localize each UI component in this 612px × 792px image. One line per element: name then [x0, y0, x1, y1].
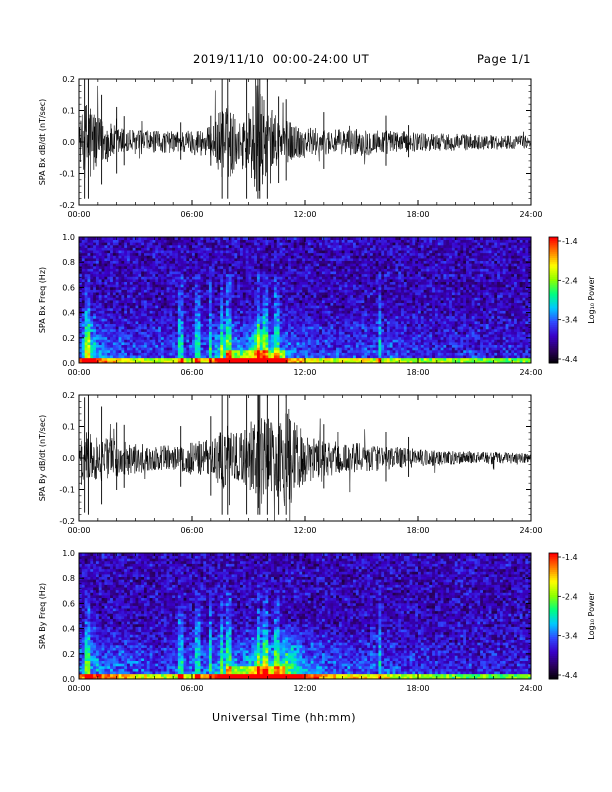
y-tick-label: 0.4: [62, 309, 75, 318]
x-tick-label: 06:00: [180, 684, 203, 693]
colorbar-tick-label: -1.4: [562, 237, 578, 246]
x-tick-label: 12:00: [293, 368, 316, 377]
x-tick-label: 12:00: [293, 684, 316, 693]
x-tick-label: 18:00: [406, 368, 429, 377]
colorbar-tick-label: -3.4: [562, 316, 578, 325]
x-tick-label: 18:00: [406, 526, 429, 535]
y-tick-label: 0.2: [62, 650, 75, 659]
page-title: 2019/11/10 00:00-24:00 UT: [193, 52, 370, 66]
y-tick-label: -0.2: [59, 517, 75, 526]
colorbar-tick-label: -2.4: [562, 592, 578, 601]
y-tick-label: 0.2: [62, 75, 75, 84]
y-tick-label: 0.8: [62, 258, 75, 267]
waveform-trace-by-waveform: [78, 394, 532, 522]
y-tick-label: 0.2: [62, 334, 75, 343]
x-tick-label: 06:00: [180, 210, 203, 219]
y-tick-label: 0.1: [62, 107, 75, 116]
colorbar-label: Log₁₀ Power: [587, 592, 596, 640]
colorbar-by-spectrogram: -1.4 -2.4 -3.4 -4.4 Log₁₀ Power: [548, 552, 596, 680]
spectrogram-image-bx-spectrogram: [79, 237, 532, 364]
colorbar-tick-label: -1.4: [562, 553, 578, 562]
colorbar-frame: [548, 236, 559, 364]
x-axis-title: Universal Time (hh:mm): [212, 711, 356, 724]
x-tick-label: 06:00: [180, 368, 203, 377]
y-tick-label: 0.4: [62, 625, 75, 634]
y-axis-label: SPA By dB/dt (nT/sec): [38, 415, 47, 502]
x-tick-label: 24:00: [519, 210, 542, 219]
y-tick-label: 0.6: [62, 283, 75, 292]
y-tick-label: 0.2: [62, 391, 75, 400]
x-tick-label: 00:00: [67, 684, 90, 693]
x-tick-label: 00:00: [67, 526, 90, 535]
colorbar-frame: [548, 552, 559, 680]
y-tick-label: 0.8: [62, 574, 75, 583]
panel-bx-spectrogram: 00:00 06:00 12:00 18:00 24:00 0.0 0.2 0.4 0.6 0.8…: [38, 233, 543, 377]
colorbar-tick-label: -4.4: [562, 671, 578, 680]
x-tick-label: 06:00: [180, 526, 203, 535]
x-tick-label: 24:00: [519, 684, 542, 693]
y-tick-label: 0.0: [62, 675, 75, 684]
y-axis-label: SPA Bx dB/dt (nT/sec): [38, 99, 47, 186]
panel-by-spectrogram: 00:00 06:00 12:00 18:00 24:00 0.0 0.2 0.4 0.6 0.8…: [38, 549, 543, 693]
y-tick-label: 0.1: [62, 423, 75, 432]
x-tick-label: 00:00: [67, 368, 90, 377]
y-tick-label: -0.1: [59, 486, 75, 495]
x-tick-label: 12:00: [293, 526, 316, 535]
panel-bx-waveform: 00:00 06:00 12:00 18:00 24:00 -0.2 -0.1 0.0 0.1 0…: [38, 75, 543, 219]
colorbar-tick-label: -4.4: [562, 355, 578, 364]
y-tick-label: 1.0: [62, 233, 75, 242]
colorbar-tick-label: -2.4: [562, 276, 578, 285]
y-axis-label: SPA By Freq (Hz): [38, 583, 47, 649]
y-tick-label: 0.0: [62, 359, 75, 368]
y-axis-label: SPA Bx Freq (Hz): [38, 267, 47, 333]
x-tick-label: 12:00: [293, 210, 316, 219]
page-number: Page 1/1: [477, 52, 532, 66]
x-tick-label: 18:00: [406, 210, 429, 219]
waveform-trace-bx-waveform: [78, 78, 532, 192]
spectrogram-image-by-spectrogram: [79, 553, 532, 680]
y-tick-label: -0.2: [59, 201, 75, 210]
y-tick-label: 1.0: [62, 549, 75, 558]
colorbar-tick-label: -3.4: [562, 632, 578, 641]
panel-by-waveform: 00:00 06:00 12:00 18:00 24:00 -0.2 -0.1 0.0 0.1 0…: [38, 391, 543, 535]
x-tick-label: 24:00: [519, 526, 542, 535]
x-tick-label: 18:00: [406, 684, 429, 693]
colorbar-bx-spectrogram: -1.4 -2.4 -3.4 -4.4 Log₁₀ Power: [548, 236, 596, 364]
x-tick-label: 00:00: [67, 210, 90, 219]
x-tick-label: 24:00: [519, 368, 542, 377]
y-tick-label: 0.6: [62, 599, 75, 608]
y-tick-label: 0.0: [62, 138, 75, 147]
y-tick-label: -0.1: [59, 170, 75, 179]
y-tick-label: 0.0: [62, 454, 75, 463]
colorbar-label: Log₁₀ Power: [587, 276, 596, 324]
